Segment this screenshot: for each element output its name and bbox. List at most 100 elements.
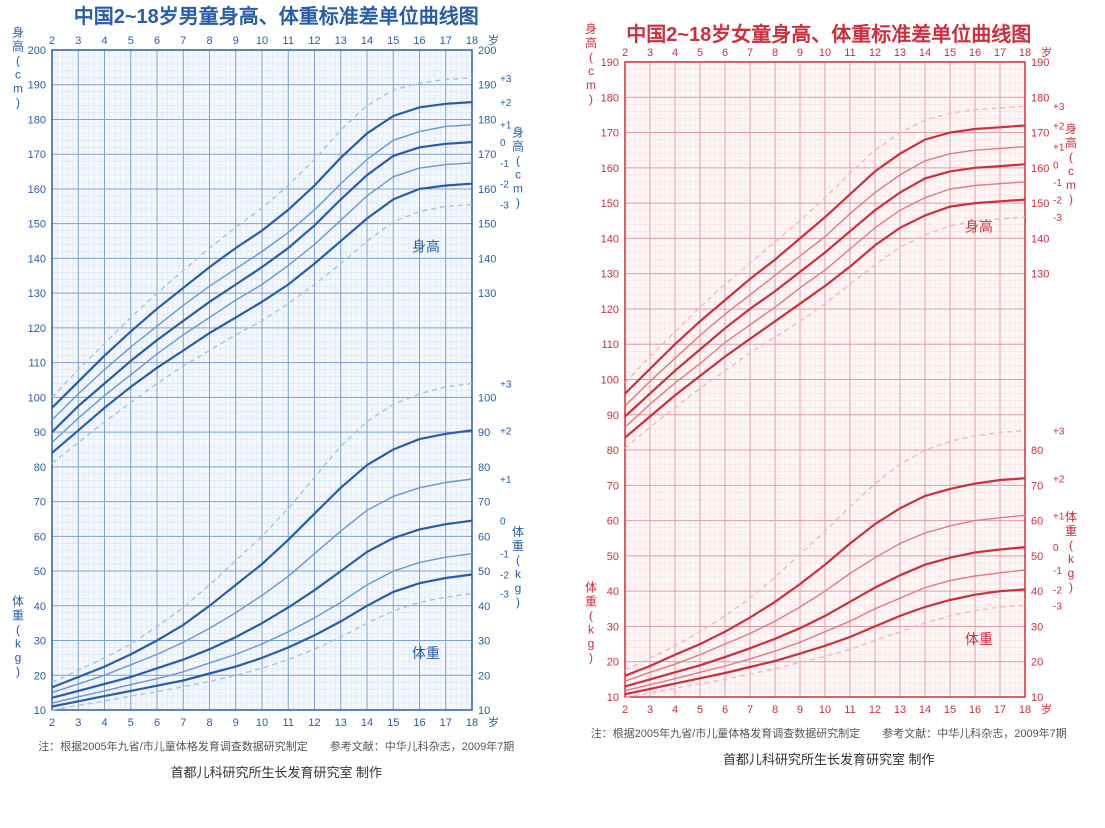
svg-text:8: 8	[206, 717, 212, 729]
svg-text:140: 140	[28, 253, 46, 265]
sd-label: -2	[1053, 585, 1062, 596]
svg-text:190: 190	[28, 80, 46, 92]
svg-text:9: 9	[233, 717, 239, 729]
svg-text:k: k	[588, 622, 595, 636]
left-label-height: 身高(cm)	[12, 25, 24, 110]
region-label-weight: 体重	[412, 645, 440, 661]
svg-text:6: 6	[154, 35, 160, 47]
svg-text:80: 80	[478, 462, 490, 474]
svg-text:180: 180	[1031, 92, 1049, 104]
sd-label: +3	[500, 74, 512, 85]
svg-text:6: 6	[721, 47, 727, 59]
svg-text:12: 12	[308, 717, 320, 729]
region-label-height: 身高	[412, 238, 440, 254]
svg-text:15: 15	[943, 704, 955, 716]
svg-text:40: 40	[34, 601, 46, 613]
svg-text:): )	[589, 92, 593, 106]
sd-label: -1	[1053, 178, 1062, 189]
svg-text:8: 8	[771, 704, 777, 716]
svg-text:130: 130	[478, 288, 496, 300]
svg-text:80: 80	[34, 462, 46, 474]
svg-text:2: 2	[621, 47, 627, 59]
sd-label: +3	[1053, 102, 1065, 113]
svg-text:15: 15	[387, 717, 399, 729]
sd-label: 0	[500, 517, 506, 528]
svg-text:170: 170	[600, 128, 618, 140]
svg-text:130: 130	[28, 288, 46, 300]
svg-text:90: 90	[478, 427, 490, 439]
svg-text:40: 40	[606, 586, 618, 598]
svg-text:13: 13	[893, 704, 905, 716]
svg-text:10: 10	[1031, 692, 1043, 704]
svg-text:180: 180	[600, 92, 618, 104]
svg-text:4: 4	[671, 704, 677, 716]
svg-text:11: 11	[844, 47, 855, 59]
sd-label: +1	[1053, 143, 1065, 154]
svg-text:3: 3	[75, 717, 81, 729]
sd-label: +1	[500, 121, 512, 132]
sd-label: +1	[500, 475, 512, 486]
svg-text:m: m	[13, 82, 23, 96]
svg-text:60: 60	[478, 531, 490, 543]
svg-text:14: 14	[918, 47, 930, 59]
svg-text:): )	[516, 595, 520, 609]
svg-text:岁: 岁	[1041, 702, 1052, 716]
svg-text:190: 190	[478, 80, 496, 92]
region-label-weight: 体重	[965, 631, 993, 647]
svg-text:11: 11	[844, 704, 855, 716]
svg-text:m: m	[1066, 178, 1076, 192]
svg-text:10: 10	[256, 35, 268, 47]
sd-label: -3	[1053, 213, 1062, 224]
svg-text:50: 50	[34, 566, 46, 578]
right-height-axis-labels: 130140150160170180190	[1031, 57, 1049, 281]
svg-text:150: 150	[1031, 198, 1049, 210]
svg-text:(: (	[1069, 538, 1073, 552]
svg-text:200: 200	[28, 45, 46, 57]
svg-text:60: 60	[1031, 516, 1043, 528]
boys-growth-chart-panel: 中国2~18岁男童身高、体重标准差单位曲线图 22334455667788991…	[0, 0, 553, 828]
right-label-weight: 体重(kg)	[1064, 510, 1076, 594]
svg-text:170: 170	[1031, 128, 1049, 140]
svg-text:110: 110	[28, 358, 46, 370]
svg-text:190: 190	[1031, 57, 1049, 69]
svg-text:160: 160	[1031, 163, 1049, 175]
svg-text:10: 10	[818, 47, 830, 59]
sd-label: -3	[500, 590, 509, 601]
sd-label: +1	[1053, 511, 1065, 522]
page: 中国2~18岁男童身高、体重标准差单位曲线图 22334455667788991…	[0, 0, 1105, 828]
svg-text:m: m	[586, 78, 596, 92]
svg-text:70: 70	[606, 480, 618, 492]
svg-text:160: 160	[600, 163, 618, 175]
svg-text:8: 8	[206, 35, 212, 47]
svg-text:16: 16	[968, 704, 980, 716]
svg-text:(: (	[16, 623, 20, 637]
svg-text:100: 100	[600, 375, 618, 387]
svg-text:9: 9	[796, 704, 802, 716]
left-axis-labels: 1020304050607080901001101201301401501601…	[28, 45, 46, 717]
svg-text:70: 70	[34, 497, 46, 509]
svg-text:): )	[589, 650, 593, 664]
svg-text:6: 6	[154, 717, 160, 729]
svg-text:(: (	[516, 553, 520, 567]
svg-text:c: c	[515, 168, 521, 182]
svg-text:80: 80	[1031, 445, 1043, 457]
svg-text:(: (	[589, 50, 593, 64]
svg-text:g: g	[587, 636, 594, 650]
svg-text:17: 17	[440, 717, 452, 729]
svg-text:40: 40	[478, 601, 490, 613]
sd-label: -2	[500, 571, 509, 582]
svg-text:50: 50	[606, 551, 618, 563]
svg-text:(: (	[1069, 150, 1073, 164]
svg-text:11: 11	[283, 35, 294, 47]
svg-text:4: 4	[671, 47, 677, 59]
svg-text:m: m	[513, 182, 523, 196]
svg-text:k: k	[1068, 552, 1075, 566]
sd-label: +2	[500, 98, 512, 109]
svg-text:14: 14	[361, 717, 373, 729]
sd-label: -2	[1053, 196, 1062, 207]
svg-text:c: c	[1068, 164, 1074, 178]
svg-text:k: k	[15, 637, 22, 651]
svg-text:150: 150	[478, 219, 496, 231]
svg-text:30: 30	[478, 636, 490, 648]
sd-label: 0	[1053, 160, 1059, 171]
